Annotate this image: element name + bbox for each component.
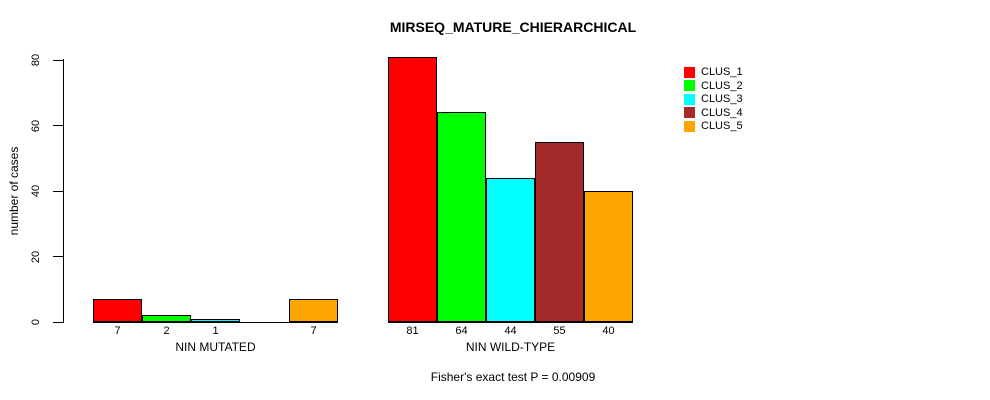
legend-swatch	[684, 120, 695, 132]
y-tick-label: 80	[30, 53, 42, 67]
group-label-nin-mutated: NIN MUTATED	[175, 340, 256, 354]
y-axis-line	[63, 59, 64, 323]
legend-swatch	[684, 80, 695, 91]
bar-value-label: 40	[602, 325, 615, 337]
y-axis-title: number of cases	[7, 146, 21, 236]
y-tick-label: 40	[30, 184, 42, 198]
legend-item-clus-1: CLUS_1	[684, 66, 743, 78]
bar-value-label: 2	[163, 325, 170, 337]
group-label-nin-wild-type: NIN WILD-TYPE	[465, 340, 556, 354]
bar-value-label: 64	[455, 325, 468, 337]
legend-label: CLUS_5	[701, 120, 743, 132]
legend-swatch	[684, 93, 695, 105]
bar-nin-wild-type-clus-3	[486, 178, 535, 322]
bar-value-label: 81	[406, 325, 419, 337]
bar-value-label: 1	[212, 325, 219, 337]
bar-value-label	[240, 325, 289, 338]
chart-title: MIRSEQ_MATURE_CHIERARCHICAL	[389, 19, 637, 35]
legend-item-clus-4: CLUS_4	[684, 107, 743, 119]
legend-label: CLUS_1	[701, 66, 743, 78]
fisher-test-caption: Fisher's exact test P = 0.00909	[430, 370, 596, 384]
legend-label: CLUS_3	[701, 93, 743, 105]
bar-value-label: 7	[114, 325, 121, 337]
legend-item-clus-5: CLUS_5	[684, 120, 743, 132]
legend-label: CLUS_4	[701, 106, 743, 119]
legend-swatch	[684, 107, 695, 118]
group-baseline	[388, 322, 633, 323]
legend-swatch	[684, 66, 695, 78]
y-tick-label: 0	[30, 318, 42, 326]
bar-nin-mutated-clus-5	[289, 299, 338, 322]
bar-nin-wild-type-clus-1	[388, 57, 437, 322]
legend-item-clus-2: CLUS_2	[684, 80, 743, 92]
y-tick-label: 20	[30, 250, 42, 263]
y-tick-mark	[53, 125, 63, 126]
y-tick-mark	[53, 256, 63, 257]
y-tick-mark	[53, 59, 63, 61]
bar-nin-mutated-clus-3	[191, 319, 240, 322]
group-baseline	[93, 322, 338, 323]
y-tick-mark	[53, 190, 63, 192]
bar-nin-mutated-clus-1	[93, 299, 142, 322]
bar-value-label: 7	[310, 325, 317, 337]
y-tick-label: 60	[30, 119, 42, 132]
bar-value-label: 44	[504, 325, 517, 337]
legend-label: CLUS_2	[701, 79, 743, 92]
legend-item-clus-3: CLUS_3	[684, 93, 743, 105]
bar-nin-wild-type-clus-5	[584, 191, 633, 322]
bar-value-label: 55	[553, 325, 566, 337]
bar-nin-wild-type-clus-4	[535, 142, 584, 322]
bar-nin-mutated-clus-2	[142, 315, 191, 322]
bar-nin-wild-type-clus-2	[437, 112, 486, 322]
y-tick-mark	[53, 321, 63, 323]
